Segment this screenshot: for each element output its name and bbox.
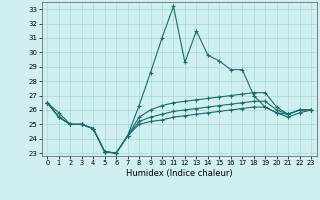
X-axis label: Humidex (Indice chaleur): Humidex (Indice chaleur) [126,169,233,178]
